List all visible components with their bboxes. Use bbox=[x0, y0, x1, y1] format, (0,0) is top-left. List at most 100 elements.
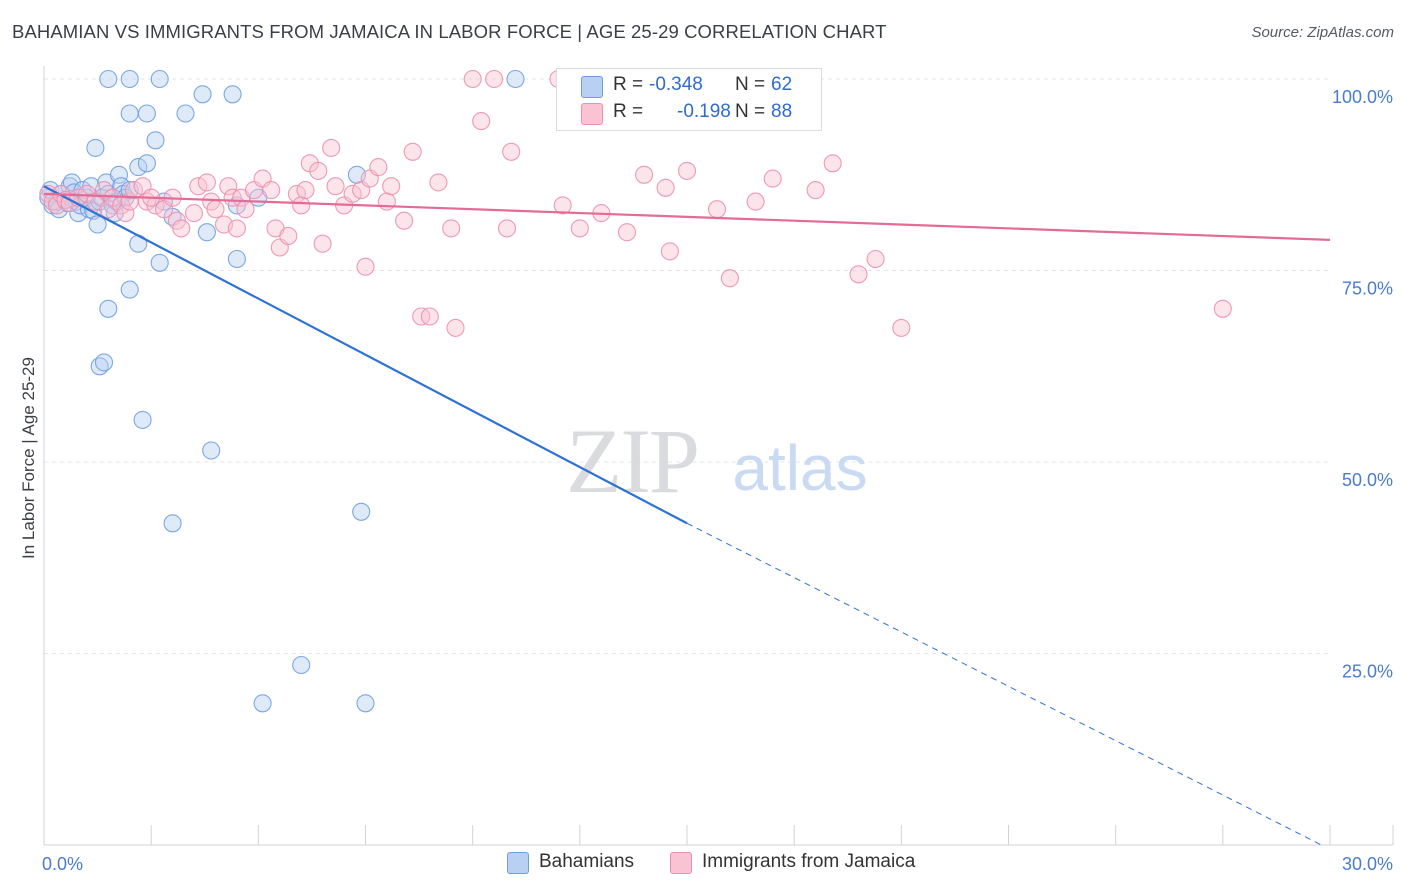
point-bahamians bbox=[150, 253, 169, 272]
point-jamaica bbox=[866, 249, 885, 269]
point-bahamians bbox=[356, 694, 375, 713]
point-bahamians bbox=[88, 215, 107, 234]
point-jamaica bbox=[497, 219, 517, 238]
point-bahamians bbox=[506, 69, 525, 89]
point-jamaica bbox=[485, 69, 504, 89]
point-bahamians bbox=[197, 223, 216, 242]
point-jamaica bbox=[377, 192, 396, 211]
point-jamaica bbox=[660, 242, 679, 261]
point-bahamians bbox=[99, 69, 118, 89]
y-tick-label: 25.0% bbox=[1342, 662, 1393, 682]
chart-title: BAHAMIAN VS IMMIGRANTS FROM JAMAICA IN L… bbox=[12, 21, 887, 42]
point-bahamians bbox=[109, 165, 129, 184]
data-points bbox=[39, 69, 1232, 713]
point-jamaica bbox=[343, 184, 362, 203]
point-jamaica bbox=[279, 226, 298, 246]
point-bahamians bbox=[137, 154, 156, 173]
bottom-swatch-bahamians bbox=[507, 852, 529, 874]
point-jamaica bbox=[395, 211, 414, 230]
point-jamaica bbox=[382, 177, 401, 196]
point-jamaica bbox=[124, 181, 144, 200]
point-bahamians bbox=[120, 69, 139, 89]
r-value-jamaica: -0.198 bbox=[677, 101, 731, 122]
r-value-bahamians: -0.348 bbox=[649, 74, 703, 95]
point-bahamians bbox=[227, 249, 246, 269]
point-bahamians bbox=[292, 655, 311, 675]
point-jamaica bbox=[806, 181, 825, 200]
point-jamaica bbox=[326, 177, 345, 196]
point-jamaica bbox=[892, 318, 911, 337]
source-label: Source: ZipAtlas.com bbox=[1251, 24, 1394, 41]
axes bbox=[43, 66, 1394, 846]
point-bahamians bbox=[176, 104, 195, 123]
point-jamaica bbox=[197, 173, 216, 192]
watermark-zip: ZIP bbox=[566, 410, 698, 512]
point-jamaica bbox=[656, 178, 675, 197]
point-bahamians bbox=[133, 410, 152, 429]
point-jamaica bbox=[356, 257, 375, 276]
point-jamaica bbox=[313, 234, 332, 253]
point-jamaica bbox=[707, 200, 727, 219]
point-bahamians bbox=[146, 131, 165, 150]
point-bahamians bbox=[129, 158, 148, 177]
n-value-bahamians: 62 bbox=[771, 74, 793, 95]
point-jamaica bbox=[746, 192, 765, 211]
point-jamaica bbox=[369, 158, 388, 177]
point-bahamians bbox=[202, 441, 221, 460]
legend-swatch-jamaica bbox=[581, 103, 603, 125]
bottom-label-bahamians: Bahamians bbox=[539, 851, 635, 872]
point-bahamians bbox=[352, 502, 371, 521]
point-jamaica bbox=[720, 269, 739, 288]
y-tick-label: 75.0% bbox=[1342, 279, 1393, 299]
point-jamaica bbox=[502, 142, 521, 161]
point-jamaica bbox=[262, 181, 281, 200]
n-label: N = bbox=[735, 74, 766, 95]
point-jamaica bbox=[763, 169, 782, 188]
point-bahamians bbox=[86, 138, 105, 157]
point-jamaica bbox=[116, 204, 135, 223]
y-tick-label: 100.0% bbox=[1332, 87, 1393, 107]
point-jamaica bbox=[322, 138, 341, 157]
point-jamaica bbox=[677, 161, 697, 180]
point-jamaica bbox=[849, 265, 868, 284]
point-jamaica bbox=[823, 154, 842, 173]
point-jamaica bbox=[206, 200, 225, 219]
bottom-swatch-jamaica bbox=[670, 852, 692, 874]
legend-box: R = -0.348 N = 62 R = -0.198 N = 88 bbox=[556, 68, 822, 131]
point-jamaica bbox=[236, 200, 255, 219]
point-jamaica bbox=[570, 219, 589, 238]
point-jamaica bbox=[403, 142, 422, 161]
n-value-jamaica: 88 bbox=[771, 101, 793, 122]
bottom-label-jamaica: Immigrants from Jamaica bbox=[702, 851, 916, 872]
point-bahamians bbox=[193, 85, 212, 104]
point-jamaica bbox=[553, 196, 572, 215]
point-bahamians bbox=[253, 694, 272, 713]
point-jamaica bbox=[172, 219, 191, 238]
y-axis-label: In Labor Force | Age 25-29 bbox=[19, 357, 38, 559]
r-label: R = bbox=[613, 101, 644, 122]
trend-lines bbox=[43, 185, 1331, 846]
point-bahamians bbox=[163, 514, 182, 533]
point-jamaica bbox=[227, 219, 246, 238]
point-jamaica bbox=[420, 307, 439, 326]
point-jamaica bbox=[189, 177, 208, 196]
tick-labels: 25.0% 50.0% 75.0% 100.0% 0.0% 30.0% bbox=[42, 87, 1393, 874]
y-tick-label: 50.0% bbox=[1342, 470, 1393, 490]
point-jamaica bbox=[446, 318, 465, 337]
x-tick-label: 0.0% bbox=[42, 854, 83, 874]
point-bahamians bbox=[137, 104, 156, 123]
point-jamaica bbox=[184, 204, 204, 223]
trend-extension-bahamians bbox=[686, 522, 1322, 846]
legend-swatch-bahamians bbox=[581, 76, 603, 98]
n-label: N = bbox=[735, 101, 766, 122]
x-tick-label: 30.0% bbox=[1342, 854, 1393, 874]
point-jamaica bbox=[296, 181, 315, 200]
r-label: R = bbox=[613, 74, 644, 95]
watermark-atlas: atlas bbox=[732, 432, 867, 504]
point-jamaica bbox=[1213, 299, 1232, 318]
point-jamaica bbox=[292, 196, 311, 215]
trend-line-jamaica bbox=[43, 192, 1331, 241]
point-bahamians bbox=[150, 69, 169, 89]
point-jamaica bbox=[442, 219, 461, 238]
